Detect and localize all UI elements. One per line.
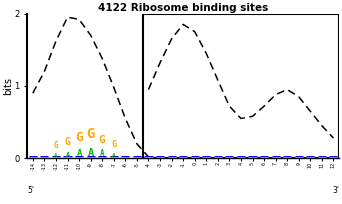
Text: G: G [99,135,106,145]
Bar [143,13,339,158]
Text: A: A [112,153,116,157]
Text: G: G [87,127,95,141]
Text: A: A [88,147,94,157]
Text: 5': 5' [27,186,34,195]
Text: A: A [76,149,82,157]
Text: G: G [75,131,83,144]
Title: 4122 Ribosome binding sites: 4122 Ribosome binding sites [98,3,268,13]
Text: 3': 3' [332,186,339,195]
Y-axis label: bits: bits [3,77,13,95]
Text: A: A [54,153,57,157]
Text: G: G [111,140,116,149]
Text: G: G [65,137,70,147]
Text: A: A [65,152,70,157]
Text: A: A [100,149,105,157]
Text: G: G [54,141,58,150]
